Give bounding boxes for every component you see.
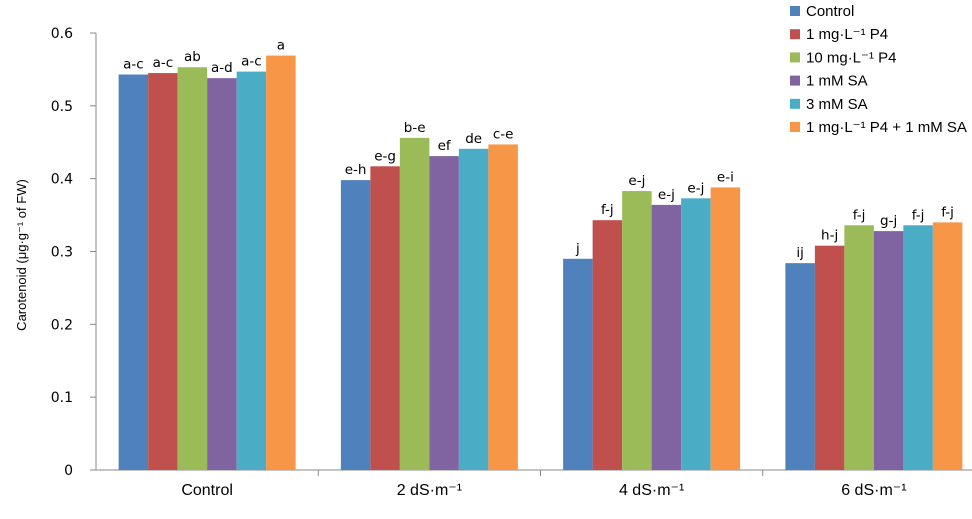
y-axis-label: Carotenoid (μg·g⁻¹ of FW) — [14, 179, 29, 331]
bar-label: e-h — [345, 162, 367, 178]
legend-entry: Control — [806, 3, 854, 20]
bar — [148, 73, 178, 470]
bar — [236, 71, 267, 470]
bar-label: f-j — [601, 202, 614, 218]
bar — [370, 166, 400, 470]
bar — [785, 263, 815, 470]
bar-label: a-c — [153, 55, 174, 71]
bar — [814, 245, 845, 470]
bar — [118, 74, 149, 470]
y-tick-label: 0.3 — [51, 245, 73, 261]
bar — [177, 67, 208, 471]
bar-label: e-j — [687, 180, 704, 196]
bar-label: e-j — [658, 187, 675, 203]
legend-entry: 1 mg·L⁻¹ P4 + 1 mM SA — [806, 119, 967, 136]
bar — [488, 144, 518, 470]
legend-swatch — [790, 75, 800, 86]
bar — [651, 204, 682, 471]
legend-entry: 3 mM SA — [806, 96, 868, 113]
bar-label: b-e — [404, 120, 426, 136]
bar-label: ij — [796, 245, 804, 261]
x-category-labels: Control 2 dS·m⁻¹ 4 dS·m⁻¹ 6 dS·m⁻¹ — [181, 482, 906, 499]
bar — [710, 187, 741, 470]
x-category-label: 2 dS·m⁻¹ — [397, 482, 462, 499]
legend-swatch — [790, 98, 800, 109]
legend: Control 1 mg·L⁻¹ P4 10 mg·L⁻¹ P4 1 mM SA 3 m… — [790, 3, 967, 136]
legend-swatch — [790, 52, 800, 63]
y-tick-label: 0.5 — [51, 99, 73, 115]
y-tick-label: 0 — [64, 463, 73, 479]
bar-label: j — [575, 241, 580, 257]
x-category-label: Control — [181, 482, 233, 499]
x-category-label: 6 dS·m⁻¹ — [841, 482, 906, 499]
bar — [429, 156, 459, 471]
bar-label: ef — [438, 138, 452, 154]
y-tick-label: 0.2 — [51, 317, 73, 333]
bar-label: a-c — [241, 54, 262, 70]
bar-label: c-e — [493, 126, 514, 142]
bar — [563, 258, 593, 470]
bar — [207, 78, 237, 470]
bar-labels: a-c a-c ab a-d a-c a e-h e-g b-e ef de c-e j f-j e-j e-… — [123, 38, 954, 262]
bars — [118, 55, 963, 471]
bar — [399, 137, 430, 470]
legend-entry: 1 mg·L⁻¹ P4 — [806, 26, 888, 43]
legend-swatch — [790, 29, 800, 40]
bar — [340, 180, 371, 470]
y-tick-labels: 0 0.1 0.2 0.3 0.4 0.5 0.6 — [51, 26, 73, 479]
y-tick-label: 0.6 — [51, 26, 73, 42]
bar-label: f-j — [853, 207, 866, 223]
legend-entry: 1 mM SA — [806, 73, 868, 90]
bar-label: e-g — [374, 148, 396, 164]
bar-label: a-d — [211, 60, 233, 76]
bar-label: h-j — [821, 228, 838, 244]
bar-label: de — [465, 131, 482, 147]
bar-label: f-j — [912, 207, 925, 223]
bar-label: ab — [184, 49, 201, 65]
y-tick-label: 0.4 — [51, 172, 73, 188]
legend-swatch — [790, 6, 800, 16]
bar-label: f-j — [941, 204, 954, 220]
bar — [458, 148, 489, 470]
bar-label: g-j — [880, 213, 897, 229]
bar — [844, 225, 874, 470]
bar-label: e-j — [628, 173, 645, 189]
legend-swatch — [790, 122, 800, 132]
bar — [622, 191, 652, 470]
bar — [592, 220, 623, 470]
bar — [266, 55, 296, 470]
bar-label: e-i — [717, 169, 734, 185]
bar — [903, 225, 933, 470]
y-tick-label: 0.1 — [51, 390, 73, 406]
bar — [932, 222, 963, 470]
bar — [681, 198, 711, 470]
bar-label: a — [277, 38, 285, 54]
bar-label: a-c — [123, 57, 144, 73]
legend-entry: 10 mg·L⁻¹ P4 — [806, 49, 896, 66]
bar — [873, 231, 904, 470]
x-category-label: 4 dS·m⁻¹ — [619, 482, 684, 499]
